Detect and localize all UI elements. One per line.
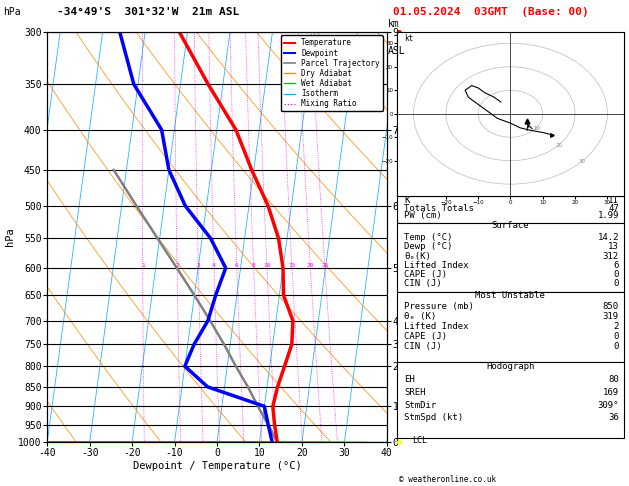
Text: 25: 25	[321, 263, 329, 268]
Bar	[398, 362, 623, 438]
Text: 1: 1	[141, 263, 145, 268]
Text: 20: 20	[555, 142, 563, 148]
Text: 13: 13	[608, 242, 619, 251]
Text: 10: 10	[263, 263, 270, 268]
Text: Totals Totals: Totals Totals	[404, 204, 474, 212]
Text: © weatheronline.co.uk: © weatheronline.co.uk	[399, 474, 496, 484]
Text: Dewp (°C): Dewp (°C)	[404, 242, 453, 251]
Text: kt: kt	[404, 34, 413, 43]
Text: 20: 20	[306, 263, 314, 268]
Text: CIN (J): CIN (J)	[404, 342, 442, 351]
Text: CIN (J): CIN (J)	[404, 279, 442, 289]
Text: 0: 0	[613, 279, 619, 289]
Text: 0: 0	[613, 332, 619, 341]
Text: 47: 47	[608, 204, 619, 212]
Text: hPa: hPa	[3, 7, 21, 17]
Text: -34°49'S  301°32'W  21m ASL: -34°49'S 301°32'W 21m ASL	[57, 7, 239, 17]
Bar	[398, 223, 623, 293]
Text: 6: 6	[235, 263, 238, 268]
Text: 80: 80	[608, 375, 619, 384]
Text: θₑ (K): θₑ (K)	[404, 312, 437, 321]
Text: 0: 0	[613, 270, 619, 279]
Bar	[398, 32, 623, 196]
Text: 0: 0	[613, 342, 619, 351]
Text: LCL: LCL	[412, 436, 427, 445]
Text: SREH: SREH	[404, 388, 426, 397]
Text: Lifted Index: Lifted Index	[404, 322, 469, 331]
Text: Mixing Ratio (g/kg): Mixing Ratio (g/kg)	[411, 190, 420, 284]
Text: CAPE (J): CAPE (J)	[404, 270, 447, 279]
Text: Surface: Surface	[492, 221, 529, 230]
Text: K: K	[404, 196, 409, 205]
X-axis label: Dewpoint / Temperature (°C): Dewpoint / Temperature (°C)	[133, 461, 301, 470]
Text: 309°: 309°	[598, 401, 619, 410]
Y-axis label: hPa: hPa	[5, 227, 15, 246]
Text: ASL: ASL	[388, 46, 406, 56]
Text: Lifted Index: Lifted Index	[404, 261, 469, 270]
Text: 10: 10	[533, 126, 540, 131]
Text: 2: 2	[175, 263, 179, 268]
Text: Temp (°C): Temp (°C)	[404, 233, 453, 242]
Text: CAPE (J): CAPE (J)	[404, 332, 447, 341]
Text: 1.99: 1.99	[598, 211, 619, 220]
Text: 2: 2	[613, 322, 619, 331]
Text: Hodograph: Hodograph	[486, 362, 535, 371]
Bar	[398, 196, 623, 223]
Bar	[398, 293, 623, 362]
Text: 3: 3	[196, 263, 200, 268]
Text: PW (cm): PW (cm)	[404, 211, 442, 220]
Text: 169: 169	[603, 388, 619, 397]
Text: 319: 319	[603, 312, 619, 321]
Text: 14.2: 14.2	[598, 233, 619, 242]
Text: Pressure (mb): Pressure (mb)	[404, 302, 474, 311]
Text: EH: EH	[404, 375, 415, 384]
Text: km: km	[388, 19, 400, 29]
Text: 01.05.2024  03GMT  (Base: 00): 01.05.2024 03GMT (Base: 00)	[393, 7, 589, 17]
Text: Most Unstable: Most Unstable	[476, 291, 545, 300]
Text: 6: 6	[613, 261, 619, 270]
Text: 850: 850	[603, 302, 619, 311]
Text: 11: 11	[608, 196, 619, 205]
Text: StmSpd (kt): StmSpd (kt)	[404, 414, 464, 422]
Text: θₑ(K): θₑ(K)	[404, 252, 431, 260]
Text: 15: 15	[288, 263, 296, 268]
Text: 312: 312	[603, 252, 619, 260]
Text: 36: 36	[608, 414, 619, 422]
Text: StmDir: StmDir	[404, 401, 437, 410]
Text: 8: 8	[252, 263, 255, 268]
Text: 4: 4	[212, 263, 216, 268]
Text: 30: 30	[578, 159, 586, 164]
Legend: Temperature, Dewpoint, Parcel Trajectory, Dry Adiabat, Wet Adiabat, Isotherm, Mi: Temperature, Dewpoint, Parcel Trajectory…	[281, 35, 383, 111]
